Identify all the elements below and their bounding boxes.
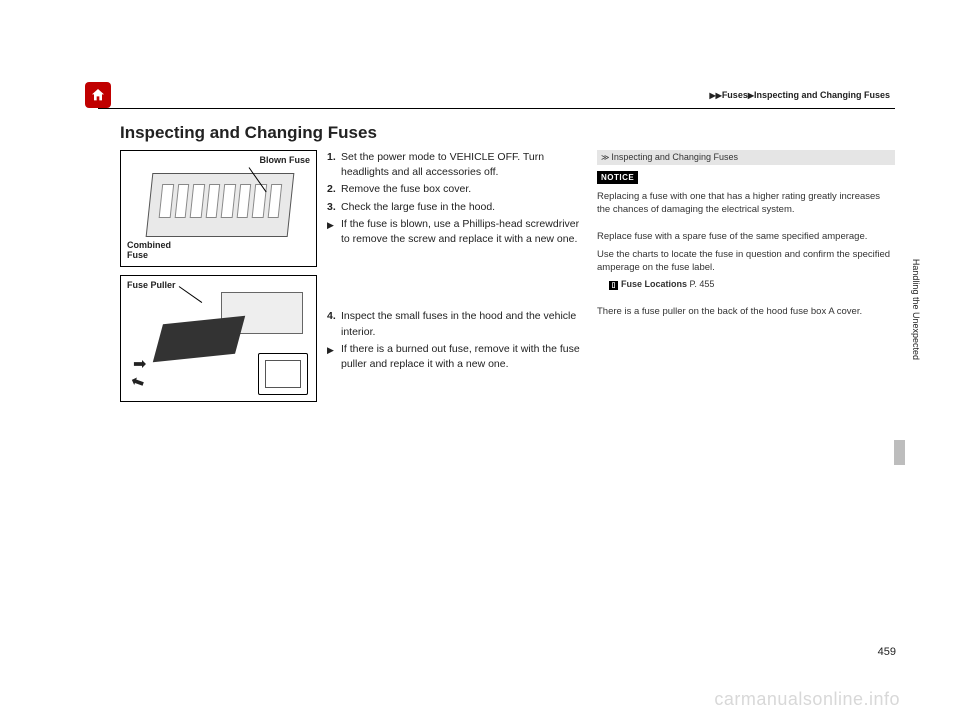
notice-badge: NOTICE (597, 171, 638, 184)
step-4-sub: ▶ If there is a burned out fuse, remove i… (327, 342, 582, 372)
label-combined-fuse: Combined Fuse (127, 240, 171, 260)
arrow-icon: ➡ (128, 370, 147, 393)
xref-page: P. 455 (690, 279, 715, 289)
step-4-text: Inspect the small fuses in the hood and … (341, 310, 576, 337)
figure-fuse-puller: Fuse Puller ➡ ➡ (120, 275, 317, 402)
notice-text: Replacing a fuse with one that has a hig… (597, 190, 895, 217)
breadcrumb: ▶▶Fuses▶Inspecting and Changing Fuses (710, 90, 891, 100)
sidebar: ≫Inspecting and Changing Fuses NOTICE Re… (597, 150, 895, 322)
inset-illustration (258, 353, 308, 395)
step-2: 2.Remove the fuse box cover. (327, 182, 582, 197)
step-4-sub-text: If there is a burned out fuse, remove it… (341, 343, 580, 370)
figure-blown-fuse: Blown Fuse Combined Fuse (120, 150, 317, 267)
sidebar-p1: Replace fuse with a spare fuse of the sa… (597, 230, 895, 243)
leader-line (179, 286, 203, 303)
steps-column: 1.Set the power mode to VEHICLE OFF. Tur… (327, 150, 582, 376)
home-icon[interactable] (85, 82, 111, 108)
step-3: 3.Check the large fuse in the hood. (327, 200, 582, 215)
sidebar-p3: There is a fuse puller on the back of th… (597, 305, 895, 318)
page-number: 459 (878, 646, 896, 658)
label-blown-fuse: Blown Fuse (259, 155, 310, 165)
fuse-block-illustration (146, 173, 295, 237)
step-3-text: Check the large fuse in the hood. (341, 201, 495, 213)
watermark: carmanualsonline.info (714, 689, 900, 710)
info-icon: ≫ (601, 153, 609, 162)
fuse-puller-illustration (153, 316, 245, 362)
sidebar-title: Inspecting and Changing Fuses (611, 152, 738, 162)
sidebar-title-bar: ≫Inspecting and Changing Fuses (597, 150, 895, 165)
step-3-sub: ▶ If the fuse is blown, use a Phillips-he… (327, 217, 582, 247)
xref-icon: ▯ (609, 281, 618, 290)
divider (98, 108, 895, 109)
cross-reference: ▯Fuse Locations P. 455 (609, 278, 895, 291)
label-fuse-puller: Fuse Puller (127, 280, 176, 290)
bullet-triangle-icon: ▶ (327, 344, 334, 357)
section-tab-marker (894, 440, 905, 465)
step-2-text: Remove the fuse box cover. (341, 183, 471, 195)
step-1: 1.Set the power mode to VEHICLE OFF. Tur… (327, 150, 582, 180)
sidebar-p2: Use the charts to locate the fuse in que… (597, 248, 895, 275)
breadcrumb-b: Inspecting and Changing Fuses (754, 90, 890, 100)
page-title: Inspecting and Changing Fuses (120, 123, 377, 143)
section-tab-label: Handling the Unexpected (911, 259, 921, 360)
bullet-triangle-icon: ▶ (327, 219, 334, 232)
step-4: 4.Inspect the small fuses in the hood an… (327, 309, 582, 339)
step-1-text: Set the power mode to VEHICLE OFF. Turn … (341, 151, 544, 178)
breadcrumb-a: Fuses (722, 90, 748, 100)
step-3-sub-text: If the fuse is blown, use a Phillips-hea… (341, 218, 579, 245)
xref-label: Fuse Locations (621, 279, 687, 289)
